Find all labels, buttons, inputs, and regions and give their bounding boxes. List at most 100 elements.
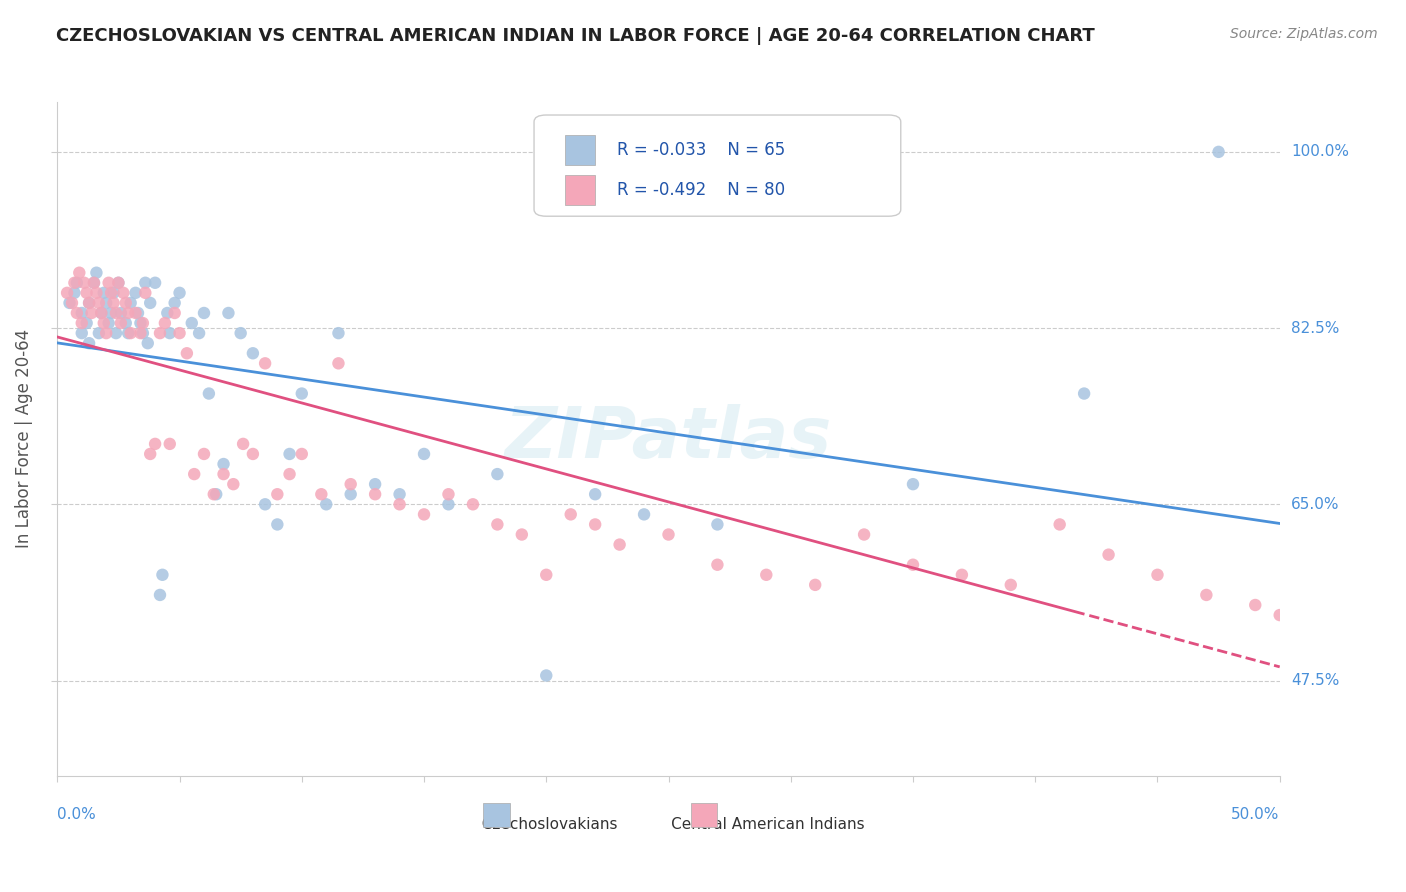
Point <box>156 306 179 320</box>
Point <box>315 497 337 511</box>
Point <box>950 567 973 582</box>
Point <box>77 296 100 310</box>
Point <box>180 316 202 330</box>
Text: 65.0%: 65.0% <box>1291 497 1340 512</box>
Point <box>254 356 277 370</box>
Point <box>132 316 155 330</box>
Point <box>266 487 288 501</box>
Point <box>413 447 436 461</box>
Text: 82.5%: 82.5% <box>1291 320 1339 335</box>
Point <box>58 296 80 310</box>
Point <box>755 567 778 582</box>
Point <box>486 467 509 482</box>
Point <box>66 276 89 290</box>
Point <box>86 285 108 300</box>
Point <box>104 306 127 320</box>
Point <box>1367 668 1389 682</box>
Point <box>70 306 93 320</box>
Point <box>107 276 129 290</box>
Point <box>583 517 606 532</box>
Point <box>583 487 606 501</box>
Point <box>339 487 361 501</box>
Point <box>193 306 215 320</box>
Point <box>97 316 120 330</box>
Point <box>90 306 112 320</box>
FancyBboxPatch shape <box>565 135 595 165</box>
Point <box>217 306 239 320</box>
Point <box>127 306 149 320</box>
Point <box>103 285 125 300</box>
Point <box>110 316 132 330</box>
Point <box>110 306 132 320</box>
Point <box>364 477 387 491</box>
Point <box>114 296 136 310</box>
Point <box>328 326 350 340</box>
Point <box>107 276 129 290</box>
Point <box>278 447 301 461</box>
Point <box>1195 588 1218 602</box>
Point <box>364 487 387 501</box>
Point <box>1341 658 1364 673</box>
Point <box>212 457 235 471</box>
Point <box>536 668 558 682</box>
Point <box>1049 517 1071 532</box>
Point <box>76 285 98 300</box>
Point <box>486 517 509 532</box>
Point <box>159 437 181 451</box>
Point <box>152 567 174 582</box>
Point <box>437 497 460 511</box>
Point <box>134 285 156 300</box>
Point <box>461 497 484 511</box>
Point <box>242 447 264 461</box>
Point <box>205 487 228 501</box>
Point <box>853 527 876 541</box>
Point <box>169 285 191 300</box>
Point <box>1294 628 1316 642</box>
Point <box>93 285 115 300</box>
Text: R = -0.492    N = 80: R = -0.492 N = 80 <box>617 181 786 199</box>
Point <box>80 306 103 320</box>
Point <box>159 326 181 340</box>
Point <box>163 306 186 320</box>
FancyBboxPatch shape <box>690 803 717 827</box>
Point <box>339 477 361 491</box>
FancyBboxPatch shape <box>482 803 509 827</box>
Point <box>143 276 166 290</box>
Point <box>83 276 105 290</box>
Point <box>136 336 159 351</box>
Point <box>193 447 215 461</box>
Point <box>413 508 436 522</box>
Point <box>176 346 198 360</box>
Point <box>1244 598 1267 612</box>
Point <box>112 285 135 300</box>
Point <box>536 567 558 582</box>
Point <box>76 316 98 330</box>
Point <box>291 447 314 461</box>
Point <box>104 326 127 340</box>
Point <box>222 477 245 491</box>
Point <box>100 285 122 300</box>
Text: ZIPatlas: ZIPatlas <box>505 404 832 474</box>
Text: 50.0%: 50.0% <box>1232 806 1279 822</box>
Text: CZECHOSLOVAKIAN VS CENTRAL AMERICAN INDIAN IN LABOR FORCE | AGE 20-64 CORRELATIO: CZECHOSLOVAKIAN VS CENTRAL AMERICAN INDI… <box>56 27 1095 45</box>
Point <box>139 447 162 461</box>
Point <box>90 306 112 320</box>
Point <box>388 497 411 511</box>
Point <box>1268 608 1291 623</box>
Point <box>633 508 655 522</box>
Point <box>212 467 235 482</box>
Point <box>202 487 225 501</box>
Point <box>657 527 679 541</box>
Point <box>278 467 301 482</box>
Point <box>117 306 139 320</box>
Point <box>129 316 152 330</box>
Point <box>139 296 162 310</box>
Point <box>56 285 79 300</box>
Point <box>163 296 186 310</box>
Point <box>1097 548 1119 562</box>
Point <box>560 508 582 522</box>
Point <box>117 326 139 340</box>
Text: Source: ZipAtlas.com: Source: ZipAtlas.com <box>1230 27 1378 41</box>
Point <box>103 296 125 310</box>
Point <box>169 326 191 340</box>
